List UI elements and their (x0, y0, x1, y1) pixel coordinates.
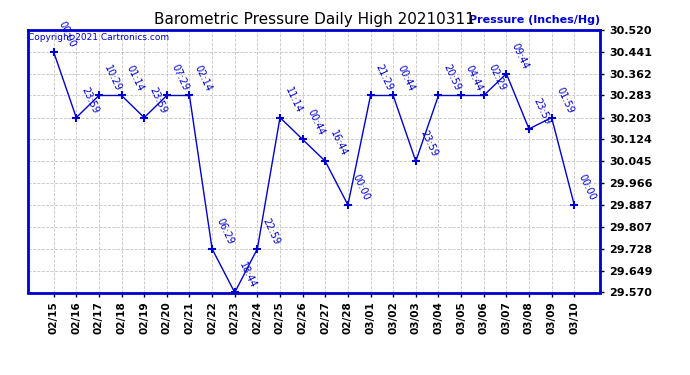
Text: 00:00: 00:00 (577, 173, 598, 202)
Text: 02:29: 02:29 (486, 63, 507, 93)
Text: 20:59: 20:59 (441, 63, 462, 93)
Text: Copyright 2021 Cartronics.com: Copyright 2021 Cartronics.com (28, 33, 169, 42)
Text: 18:44: 18:44 (237, 260, 258, 290)
Text: 01:59: 01:59 (554, 86, 575, 115)
Text: 04:44: 04:44 (464, 63, 484, 93)
Text: 22:59: 22:59 (260, 216, 281, 246)
Text: 06:29: 06:29 (215, 217, 236, 246)
Text: 02:14: 02:14 (193, 63, 213, 93)
Text: 00:00: 00:00 (57, 20, 77, 49)
Text: 00:44: 00:44 (306, 107, 326, 136)
Text: 21:29: 21:29 (373, 63, 394, 93)
Text: 23:59: 23:59 (79, 85, 100, 115)
Text: 09:44: 09:44 (509, 42, 530, 71)
Title: Barometric Pressure Daily High 20210311: Barometric Pressure Daily High 20210311 (154, 12, 474, 27)
Text: 23:59: 23:59 (147, 85, 168, 115)
Text: Pressure (Inches/Hg): Pressure (Inches/Hg) (469, 15, 600, 25)
Text: 11:14: 11:14 (283, 86, 304, 115)
Text: 00:44: 00:44 (396, 63, 417, 93)
Text: 23:59: 23:59 (532, 96, 553, 126)
Text: 16:44: 16:44 (328, 129, 349, 159)
Text: 00:00: 00:00 (351, 173, 371, 202)
Text: 01:14: 01:14 (124, 63, 145, 93)
Text: 23:59: 23:59 (419, 129, 440, 159)
Text: 10:29: 10:29 (101, 63, 123, 93)
Text: 07:29: 07:29 (170, 63, 190, 93)
